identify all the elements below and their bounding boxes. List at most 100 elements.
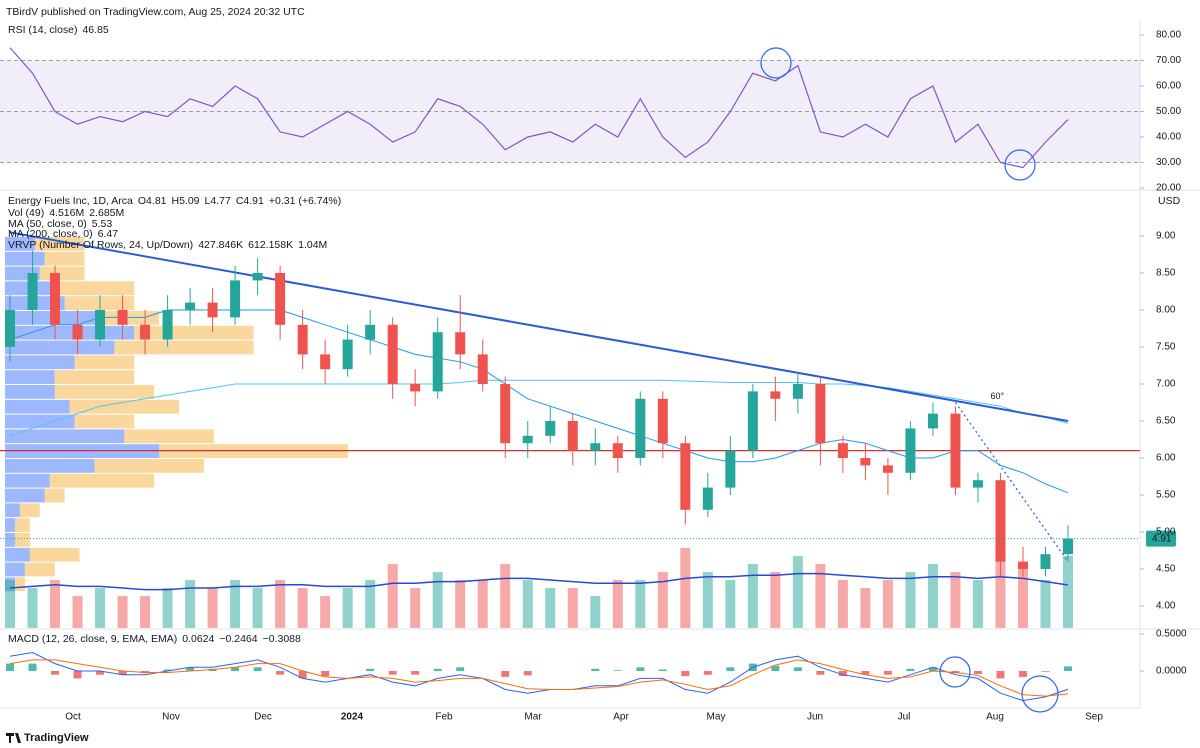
x-tick-label: Aug [986,712,1004,723]
volume-bar [95,588,106,628]
macd-hist [186,667,195,671]
candle-body [387,324,398,384]
candle-body [837,443,848,458]
candle-body [95,310,106,340]
currency: USD [1158,195,1181,207]
x-tick-label: Dec [254,712,272,723]
rsi-line [9,47,1069,169]
candle-body [162,310,173,340]
volume-bar [567,588,578,628]
last-price-tag [1146,530,1176,547]
candle-body [117,310,128,325]
volume-bar [995,548,1006,628]
y-tick-label: 6.00 [1156,453,1176,464]
candle-body [882,465,893,473]
volume-bar [5,580,15,628]
macd-hist [928,667,937,671]
vrvp-down [14,518,30,532]
footer-logo [6,733,21,743]
volume-bar [590,596,601,628]
vol-ma-value: 2.685M [89,207,124,219]
candle-body [950,413,961,488]
symbol: Energy Fuels Inc, 1D, Arca [8,195,133,207]
y-tick-label: 60.00 [1156,81,1181,92]
macd-hist [793,667,802,671]
volume-bar [140,596,151,628]
candle-body [432,332,443,392]
candle-body [252,273,263,281]
macd-hist [298,671,307,679]
macd-hist [231,667,240,671]
macd-hist [433,668,442,671]
y-tick-label: 7.50 [1156,342,1176,353]
volume-bar [27,588,38,628]
y-tick-label: 4.00 [1156,601,1176,612]
vrvp-down [44,251,85,266]
ma50-value: 5.53 [92,218,113,230]
ma50-title: MA (50, close, 0) [8,218,87,230]
ma200-line [9,379,1069,437]
candle-body [1017,561,1028,569]
vrvp-down [14,577,25,592]
macd-hist [388,671,397,675]
vrvp-up [5,488,45,503]
vrvp-up [5,370,55,384]
vrvp-up [5,237,35,251]
volume-bar [927,564,938,628]
vrvp-up [5,385,55,399]
ma200-title: MA (200, close, 0) [8,228,93,240]
volume-bar [1063,555,1073,628]
macd-hist [456,667,465,671]
vrvp-down [44,488,65,503]
candle-body [905,428,916,473]
signal-value: −0.3088 [263,633,301,645]
x-tick-label: 2024 [341,712,364,723]
vrvp-down [54,281,135,296]
vrvp-up [5,473,50,488]
macd-hist [96,671,105,675]
candle-body [72,324,83,340]
macd-hist [1018,671,1027,677]
candle-body [5,310,15,347]
macd-hist [276,671,285,675]
x-tick-label: Jun [807,712,823,723]
vrvp-down [134,325,254,340]
volume-bar [252,588,263,628]
y-tick-label: 80.00 [1156,30,1181,41]
last-price-label: 4.91 [1152,533,1172,544]
y-tick-label: 8.00 [1156,305,1176,316]
ma200-value: 6.47 [98,228,119,240]
y-tick-label: 4.50 [1156,564,1176,575]
macd-hist [501,671,510,677]
vrvp-up [5,340,115,355]
y-tick-label: 5.50 [1156,490,1176,501]
ohlc: H5.09 [172,195,200,207]
volume-bar [162,588,173,628]
change: +0.31 (+6.74%) [269,195,341,207]
candle-body [320,354,331,370]
macd-hist [253,667,262,671]
x-tick-label: May [707,712,726,723]
volume-bar [185,580,196,628]
vrvp-down [24,562,55,577]
vrvp-down [69,399,179,414]
vol-value: 4.516M [49,207,84,219]
vrvp-down [124,429,214,444]
vrvp-down [34,237,85,251]
vrvp-total: 1.04M [298,239,327,251]
macd-hist [681,671,690,677]
candle-body [455,332,466,355]
vrvp-down [19,503,40,518]
candle-body [545,421,556,436]
macd-hist-value: 0.0624 [182,633,214,645]
candle-body [590,443,601,451]
macd-hist [613,670,622,671]
vrvp-down [29,547,80,562]
volume-bar [1017,564,1028,628]
candle-body [207,302,218,318]
y-tick-label: 30.00 [1156,157,1181,168]
volume-bar [432,572,443,628]
volume-bar [50,580,61,628]
vrvp-up [5,414,75,429]
circle [760,47,792,79]
